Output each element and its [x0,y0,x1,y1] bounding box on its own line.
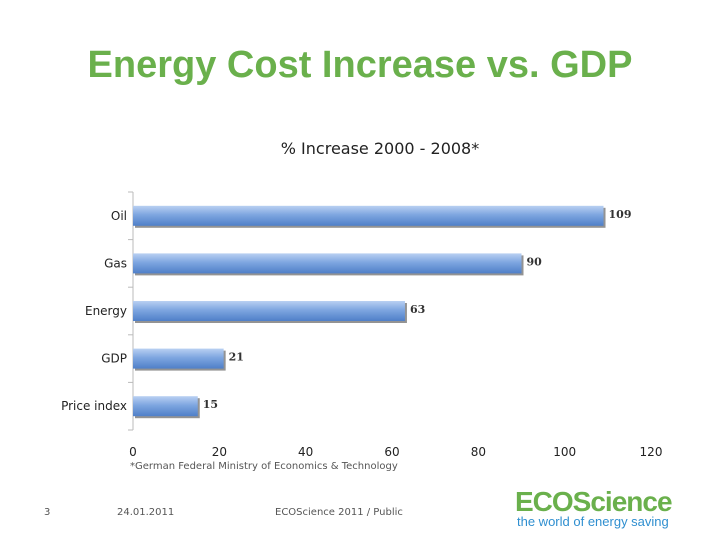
chart-plot-area: Oil 109 Gas 90 Energy 63 GDP 21 Price index 15 0 20… [61,191,663,459]
x-tick-label: 120 [640,445,663,459]
x-tick-label: 40 [298,445,313,459]
data-label: 15 [203,398,218,411]
footer-text: ECOScience 2011 / Public [275,507,403,518]
x-tick-label: 20 [212,445,227,459]
logo-tagline: the world of energy saving [517,514,669,529]
chart-title: % Increase 2000 - 2008* [280,139,480,158]
x-tick-label: 0 [129,445,137,459]
category-label: Price index [61,399,127,413]
x-tick-label: 80 [471,445,486,459]
bar-energy [133,301,405,321]
footer-date: 24.01.2011 [117,507,175,518]
bar-gdp [133,348,224,369]
category-label: Gas [104,256,127,270]
data-label: 109 [609,208,632,221]
data-label: 63 [410,303,425,316]
source-footnote: *German Federal Ministry of Economics & … [130,461,398,472]
x-tick-label: 60 [384,445,399,459]
bar-price-index [133,396,198,417]
category-label: Oil [111,209,127,223]
page-number: 3 [44,507,51,518]
category-label: GDP [101,352,127,366]
data-label: 90 [527,255,543,268]
x-tick-label: 100 [553,445,576,459]
bar-oil [133,205,604,226]
slide-title: Energy Cost Increase vs. GDP [87,44,633,86]
bar-gas [133,253,522,274]
data-label: 21 [229,351,244,364]
ecoscience-logo: ECOScience the world of energy saving [515,486,715,532]
logo-brand: ECOScience [515,486,673,517]
category-label: Energy [85,304,127,318]
